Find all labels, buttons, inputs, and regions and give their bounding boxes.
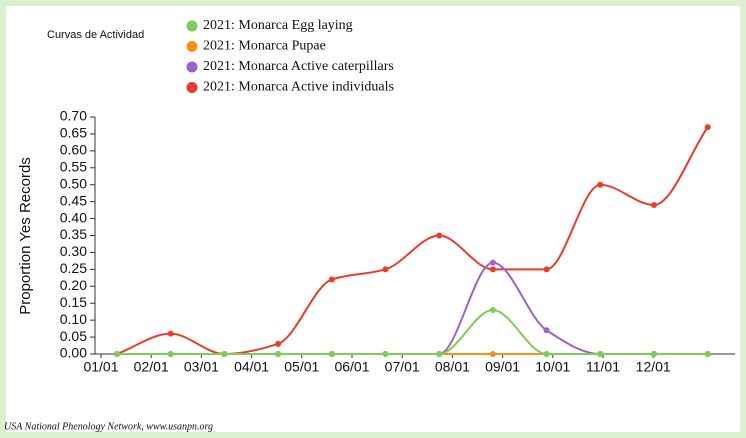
data-point: [651, 202, 657, 209]
chart-title: Curvas de Actividad: [47, 29, 144, 41]
data-point: [221, 351, 228, 357]
y-tick-label: 0.30: [60, 243, 87, 259]
y-tick-label: 0.15: [60, 294, 87, 310]
footer: USA National Phenology Network, www.usan…: [4, 421, 213, 432]
data-point: [436, 232, 443, 239]
data-point: [489, 306, 496, 313]
x-tick-label: 08/01: [435, 359, 470, 375]
y-tick-label: 0.60: [60, 142, 87, 158]
x-tick-label: 09/01: [485, 359, 520, 375]
x-tick-label: 04/01: [234, 359, 269, 375]
y-tick-label: 0.45: [60, 192, 87, 208]
data-point: [597, 181, 604, 188]
y-tick-label: 0.35: [60, 226, 87, 242]
x-tick-label: 01/01: [83, 359, 118, 375]
y-tick-label: 0.00: [60, 345, 87, 361]
y-axis-label: Proportion Yes Records: [17, 157, 34, 315]
y-tick-label: 0.20: [60, 277, 87, 293]
legend-label: 2021: Monarca Active individuals: [203, 80, 394, 95]
data-point: [489, 259, 496, 266]
legend-label: 2021: Monarca Pupae: [203, 39, 326, 54]
data-point: [114, 351, 120, 357]
legend-marker: [186, 61, 198, 73]
data-point: [489, 351, 496, 357]
legend-label: 2021: Monarca Active caterpillars: [203, 59, 394, 74]
x-tick-label: 12/01: [636, 359, 671, 375]
x-tick-label: 02/01: [134, 359, 169, 375]
data-point: [597, 351, 604, 357]
legend-marker: [186, 20, 198, 32]
data-point: [167, 351, 174, 357]
y-tick-label: 0.05: [60, 328, 87, 344]
data-point: [436, 351, 443, 357]
data-point: [328, 351, 335, 357]
y-tick-label: 0.55: [60, 158, 87, 174]
x-tick-label: 03/01: [184, 359, 219, 375]
data-point: [704, 124, 711, 131]
legend-marker: [186, 82, 198, 93]
y-tick-label: 0.50: [60, 175, 87, 191]
x-tick-label: 05/01: [284, 359, 319, 375]
data-point: [275, 351, 282, 357]
data-point: [275, 340, 282, 347]
data-point: [382, 266, 389, 273]
data-point: [651, 351, 657, 357]
legend-label: 2021: Monarca Egg laying: [203, 18, 353, 33]
y-tick-label: 0.70: [60, 108, 87, 124]
data-point: [543, 327, 550, 334]
x-tick-label: 06/01: [334, 359, 369, 375]
data-point: [167, 330, 174, 337]
legend-marker: [186, 41, 198, 52]
data-point: [328, 276, 335, 283]
x-tick-label: 07/01: [385, 359, 420, 375]
x-tick-label: 10/01: [535, 359, 570, 375]
data-point: [382, 351, 389, 357]
y-tick-label: 0.25: [60, 260, 87, 276]
x-tick-label: 11/01: [586, 359, 620, 375]
data-point: [543, 266, 550, 273]
data-point: [489, 266, 496, 273]
chart-background: [6, 6, 740, 432]
y-tick-label: 0.40: [60, 209, 87, 225]
y-tick-label: 0.65: [60, 125, 87, 141]
data-point: [543, 351, 550, 357]
data-point: [704, 351, 711, 357]
y-tick-label: 0.10: [60, 311, 87, 327]
